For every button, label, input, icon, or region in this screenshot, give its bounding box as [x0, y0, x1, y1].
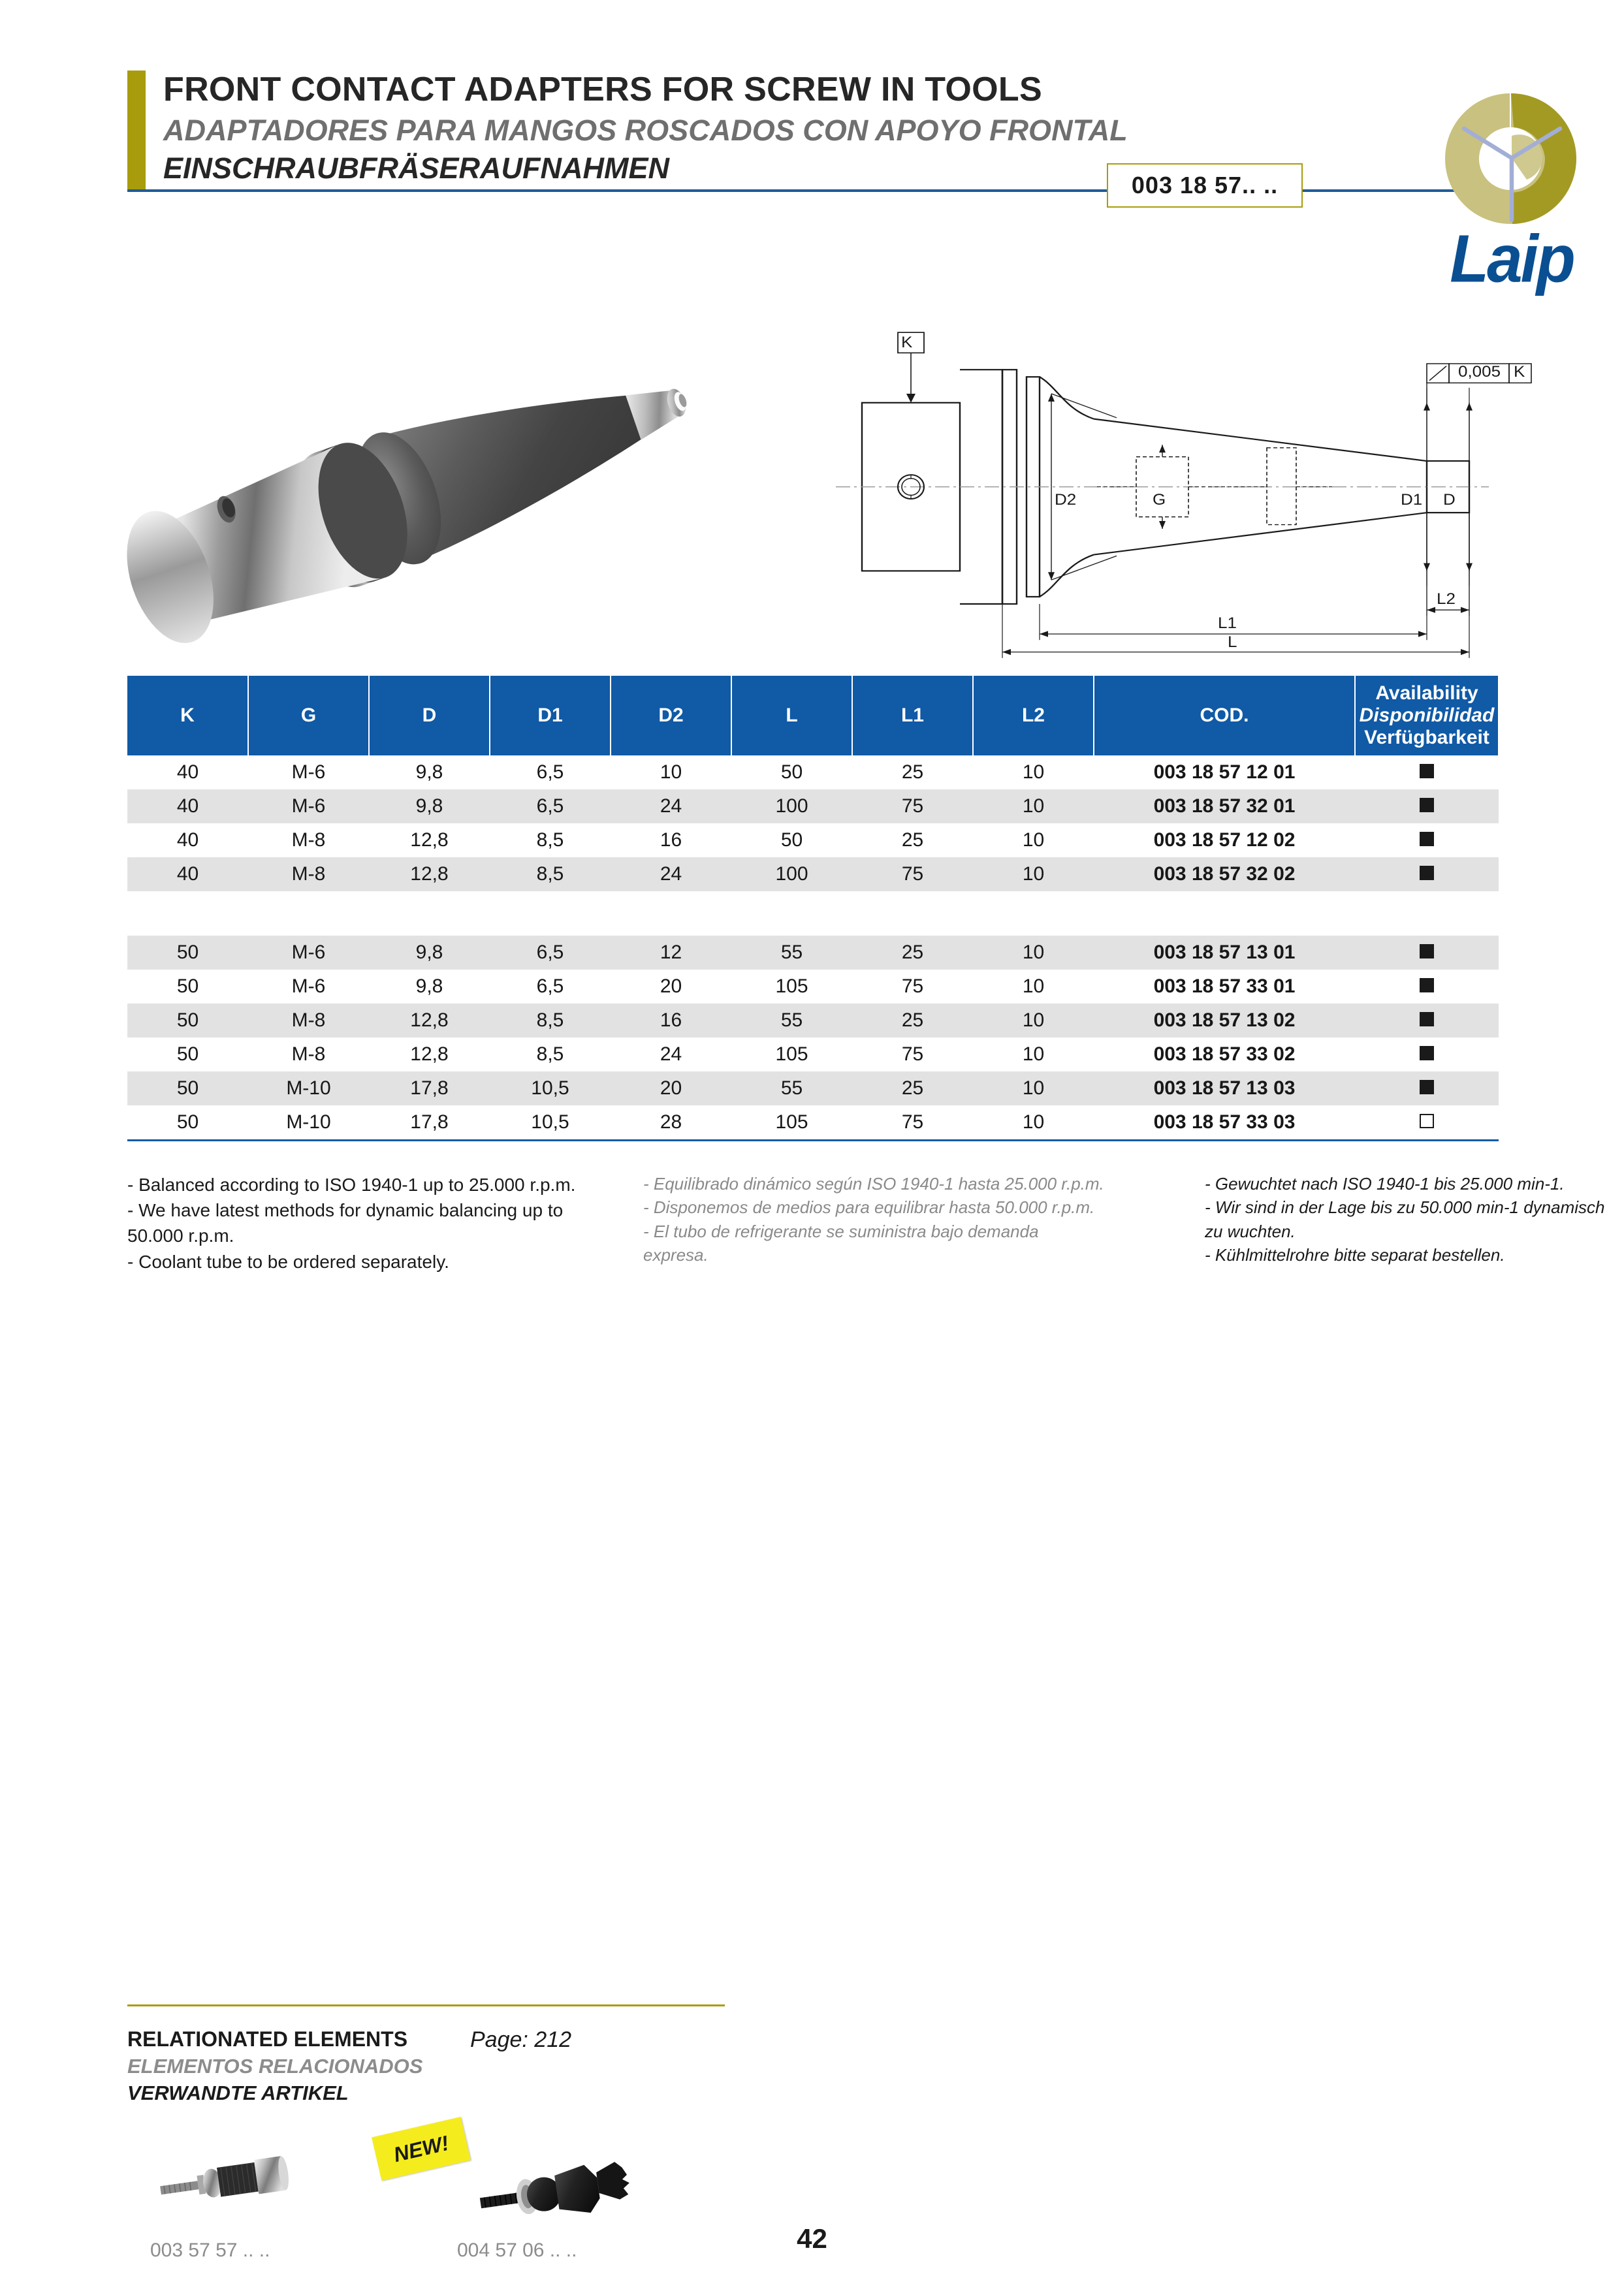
svg-text:D2: D2 [1055, 491, 1076, 509]
svg-text:L: L [1228, 633, 1237, 651]
svg-text:L2: L2 [1437, 590, 1456, 608]
svg-text:K: K [901, 334, 913, 351]
svg-text:D1: D1 [1401, 491, 1422, 509]
svg-text:D: D [1443, 491, 1456, 509]
svg-text:L1: L1 [1218, 614, 1237, 632]
svg-text:0,005: 0,005 [1458, 363, 1501, 381]
svg-text:K: K [1514, 363, 1525, 381]
svg-text:G: G [1153, 491, 1166, 509]
